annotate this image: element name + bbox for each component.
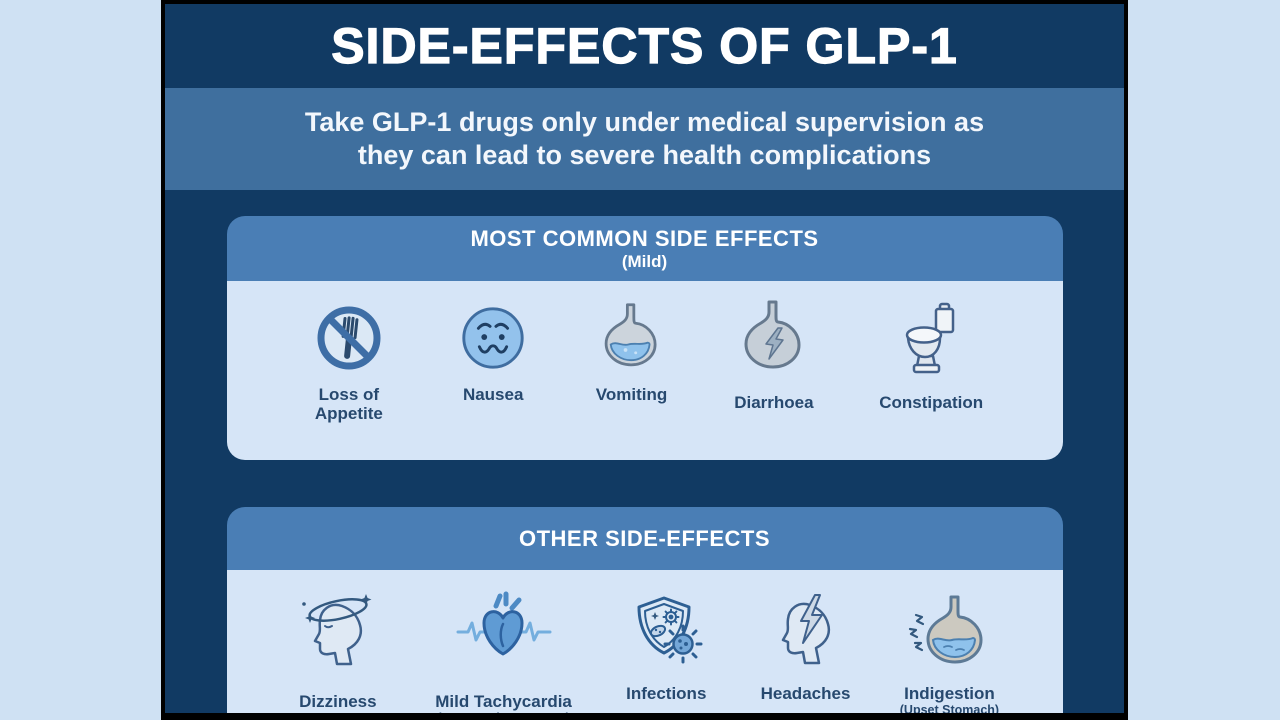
- vomiting-stomach-icon: [595, 297, 669, 379]
- item-label: Mild Tachycardia: [435, 692, 572, 711]
- item-label: Dizziness: [299, 692, 377, 711]
- common-side-effects-card: MOST COMMON SIDE EFFECTS (Mild): [226, 216, 1063, 460]
- warning-banner: Take GLP-1 drugs only under medical supe…: [165, 88, 1124, 190]
- nausea-face-icon: [457, 297, 529, 379]
- head-lightning-icon: [762, 586, 850, 678]
- item-label: Vomiting: [595, 385, 668, 404]
- item-label: Nausea: [462, 385, 524, 404]
- no-food-icon: [311, 297, 387, 379]
- item-label: Infections: [626, 684, 707, 703]
- infographic-frame: SIDE-EFFECTS OF GLP-1 Take GLP-1 drugs o…: [161, 0, 1128, 720]
- header: SIDE-EFFECTS OF GLP-1: [165, 4, 1124, 88]
- item-constipation: Constipation: [879, 297, 983, 412]
- common-card-header: MOST COMMON SIDE EFFECTS (Mild): [226, 216, 1063, 281]
- item-diarrhoea: Diarrhoea: [734, 297, 814, 412]
- item-label: Headaches: [760, 684, 851, 703]
- other-card-body: Dizziness Mild Tachycardia (Increased: [226, 570, 1063, 713]
- item-label: Loss of Appetite: [314, 385, 383, 424]
- common-card-subtitle: (Mild): [621, 251, 668, 271]
- item-sublabel: (Increased Heart Rate): [437, 711, 570, 713]
- item-mild-tachycardia: Mild Tachycardia (Increased Heart Rate): [435, 586, 572, 713]
- common-card-title: MOST COMMON SIDE EFFECTS: [470, 225, 819, 251]
- item-label: Constipation: [879, 393, 984, 412]
- item-loss-of-appetite: Loss of Appetite: [306, 297, 392, 423]
- warning-line-1: Take GLP-1 drugs only under medical supe…: [304, 107, 985, 138]
- item-sublabel: (Upset Stomach): [899, 703, 1000, 713]
- page-title: SIDE-EFFECTS OF GLP-1: [331, 17, 958, 74]
- item-vomiting: Vomiting: [595, 297, 669, 404]
- shield-germs-icon: [621, 586, 711, 678]
- item-label: Diarrhoea: [734, 393, 814, 412]
- item-dizziness: Dizziness: [290, 586, 386, 711]
- dizzy-head-icon: [290, 586, 386, 678]
- item-indigestion: Indigestion (Upset Stomach): [900, 586, 999, 713]
- diarrhoea-stomach-icon: [734, 297, 814, 379]
- upset-stomach-icon: [904, 586, 994, 678]
- item-headaches: Headaches: [760, 586, 851, 703]
- infographic: SIDE-EFFECTS OF GLP-1 Take GLP-1 drugs o…: [165, 4, 1124, 713]
- other-side-effects-card: OTHER SIDE-EFFECTS: [226, 507, 1063, 713]
- item-nausea: Nausea: [457, 297, 529, 404]
- warning-line-2: they can lead to severe health complicat…: [357, 140, 932, 170]
- toilet-icon: [892, 297, 970, 379]
- heart-ecg-icon: [456, 586, 552, 678]
- item-infections: Infections: [621, 586, 711, 703]
- other-card-header: OTHER SIDE-EFFECTS: [226, 507, 1063, 570]
- common-card-body: Loss of Appetite Nausea: [226, 281, 1063, 460]
- other-card-title: OTHER SIDE-EFFECTS: [518, 525, 770, 551]
- item-label: Indigestion: [904, 684, 995, 703]
